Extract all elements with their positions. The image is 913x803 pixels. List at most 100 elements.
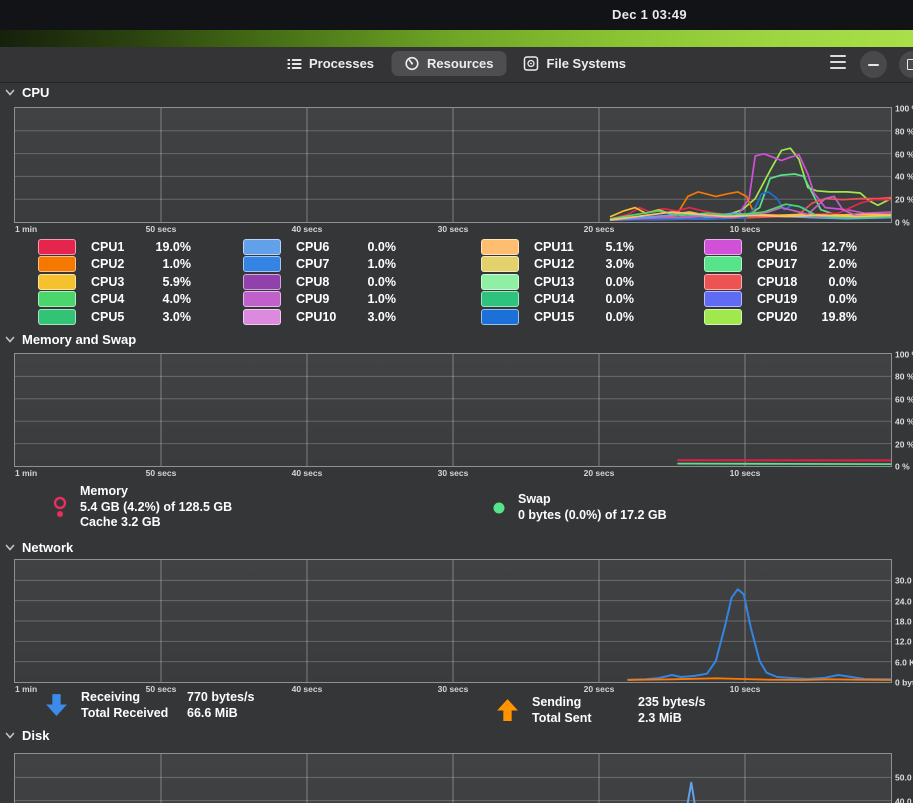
network-y-axis-labels: 30.0 K 24.0 K 18.0 K 12.0 K 6.0 KiB 0 bytes (895, 560, 913, 688)
cpu-color-swatch[interactable] (704, 308, 742, 325)
chevron-down-icon (5, 544, 15, 551)
cpu-name-label: CPU16 (757, 239, 798, 254)
receiving-label: Receiving (81, 690, 141, 704)
cpu-legend-column-4: CPU16 12.7% CPU17 2.0% CPU18 0.0% CPU19 0.0% CPU… (704, 238, 899, 325)
network-receiving-legend: Receiving Total Received 770 bytes/s 66.… (44, 689, 254, 721)
cpu-usage-value: 19.0% (155, 239, 191, 254)
cpu-legend-item-cpu8: CPU8 0.0% (243, 273, 481, 290)
memory-y-tick-label: 20 % (895, 439, 913, 450)
network-x-tick-label: 30 secs (437, 684, 469, 694)
cpu-usage-value: 0.0% (605, 274, 635, 289)
cpu-color-swatch[interactable] (38, 291, 76, 308)
cpu-x-tick-label: 40 secs (291, 224, 323, 234)
primary-menu-icon[interactable] (830, 55, 846, 69)
memory-y-tick-label: 40 % (895, 416, 913, 427)
memory-x-tick-label: 30 secs (437, 468, 469, 478)
swap-label: Swap (518, 492, 551, 506)
network-history-chart: 30.0 K 24.0 K 18.0 K 12.0 K 6.0 KiB 0 bytes 1 … (14, 559, 913, 694)
cpu-color-swatch[interactable] (243, 308, 281, 325)
tab-processes[interactable]: Processes (274, 51, 387, 76)
swap-legend: Swap 0 bytes (0.0%) of 17.2 GB (492, 492, 667, 523)
cpu-usage-value: 3.0% (367, 309, 397, 324)
cpu-color-swatch[interactable] (38, 308, 76, 325)
minimize-button[interactable] (860, 51, 887, 78)
cpu-usage-value: 3.0% (162, 309, 192, 324)
memory-section-header[interactable]: Memory and Swap (5, 332, 136, 347)
cpu-color-swatch[interactable] (481, 238, 519, 255)
cpu-name-label: CPU10 (296, 309, 337, 324)
cpu-color-swatch[interactable] (38, 238, 76, 255)
disk-plot (15, 754, 891, 803)
cpu-color-swatch[interactable] (704, 291, 742, 308)
cpu-color-swatch[interactable] (481, 291, 519, 308)
cpu-section-header[interactable]: CPU (5, 85, 49, 100)
memory-x-tick-label: 1 min (15, 468, 38, 478)
cpu-y-tick-label: 80 % (895, 126, 913, 137)
system-clock[interactable]: Dec 1 03:49 (612, 7, 687, 22)
disk-series-disk-io (686, 781, 696, 803)
cpu-color-swatch[interactable] (481, 256, 519, 273)
cpu-usage-value: 5.9% (162, 274, 192, 289)
cpu-color-swatch[interactable] (704, 256, 742, 273)
cpu-x-tick-label: 10 secs (729, 224, 761, 234)
cpu-color-swatch[interactable] (243, 273, 281, 290)
network-y-tick-label: 18.0 K (895, 616, 913, 627)
network-section-header[interactable]: Network (5, 540, 73, 555)
view-switcher: Processes Resources File Systems (274, 51, 639, 76)
cpu-y-tick-label: 20 % (895, 194, 913, 205)
cpu-usage-value: 3.0% (605, 257, 635, 272)
cpu-color-swatch[interactable] (704, 238, 742, 255)
cpu-usage-value: 1.0% (162, 257, 192, 272)
cpu-name-label: CPU14 (534, 292, 575, 307)
tab-resources[interactable]: Resources (391, 51, 507, 76)
cpu-legend-item-cpu5: CPU5 3.0% (38, 308, 243, 325)
disk-section-header[interactable]: Disk (5, 728, 49, 743)
cpu-color-swatch[interactable] (243, 291, 281, 308)
cpu-y-tick-label: 100 % (895, 103, 913, 114)
cpu-name-label: CPU19 (757, 292, 798, 307)
memory-label: Memory (80, 484, 128, 498)
cpu-name-label: CPU1 (91, 239, 125, 254)
cpu-color-swatch[interactable] (243, 256, 281, 273)
disk-section-title: Disk (22, 728, 50, 743)
maximize-button[interactable] (899, 51, 913, 78)
cpu-series-cpu11 (609, 211, 891, 221)
cpu-color-swatch[interactable] (481, 308, 519, 325)
cpu-legend-item-cpu15: CPU15 0.0% (481, 308, 704, 325)
cpu-legend-item-cpu2: CPU2 1.0% (38, 256, 243, 273)
cpu-color-swatch[interactable] (481, 273, 519, 290)
network-section-title: Network (22, 540, 74, 555)
chevron-down-icon (5, 89, 15, 96)
cpu-name-label: CPU8 (296, 274, 330, 289)
total-sent-value: 2.3 MiB (638, 711, 682, 725)
cpu-name-label: CPU6 (296, 239, 330, 254)
system-top-bar: Dec 1 03:49 (0, 0, 913, 30)
cpu-usage-value: 0.0% (828, 274, 858, 289)
cpu-x-tick-label: 30 secs (437, 224, 469, 234)
cpu-usage-value: 4.0% (162, 292, 192, 307)
sending-value: 235 bytes/s (638, 695, 706, 709)
cpu-y-tick-label: 60 % (895, 149, 913, 160)
cpu-name-label: CPU13 (534, 274, 575, 289)
cpu-legend-item-cpu9: CPU9 1.0% (243, 291, 481, 308)
cpu-color-swatch[interactable] (243, 238, 281, 255)
cpu-y-axis-labels: 100 % 80 % 60 % 40 % 20 % 0 % (895, 104, 913, 228)
tab-resources-label: Resources (427, 56, 494, 71)
memory-x-axis-labels: 1 min 50 secs 40 secs 30 secs 20 secs 10 secs (15, 468, 891, 480)
cpu-color-swatch[interactable] (38, 273, 76, 290)
network-series-receiving (627, 588, 891, 681)
tab-file-systems[interactable]: File Systems (511, 51, 640, 76)
cpu-legend-item-cpu1: CPU1 19.0% (38, 238, 243, 255)
cpu-legend-item-cpu20: CPU20 19.8% (704, 308, 899, 325)
network-x-tick-label: 1 min (15, 684, 38, 694)
cpu-color-swatch[interactable] (38, 256, 76, 273)
cpu-legend-item-cpu13: CPU13 0.0% (481, 273, 704, 290)
cpu-legend-item-cpu18: CPU18 0.0% (704, 273, 899, 290)
cpu-color-swatch[interactable] (704, 273, 742, 290)
memory-usage-pie-icon (53, 497, 67, 518)
download-arrow-icon (46, 694, 67, 716)
cpu-usage-value: 1.0% (367, 257, 397, 272)
memory-x-tick-label: 50 secs (145, 468, 177, 478)
memory-y-tick-label: 60 % (895, 394, 913, 405)
